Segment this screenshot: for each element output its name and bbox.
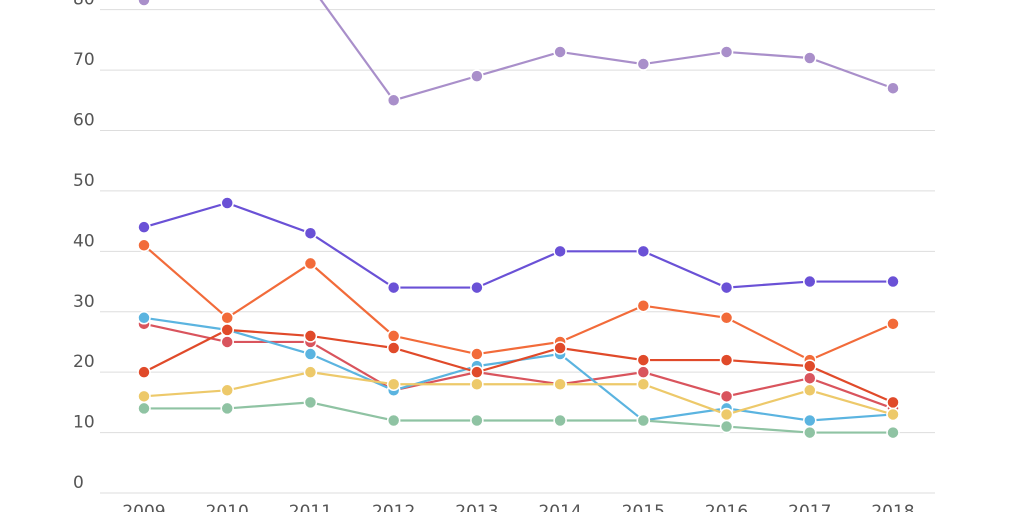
point: [636, 298, 651, 313]
point: [553, 244, 567, 259]
point: [470, 347, 484, 361]
point: [636, 244, 651, 259]
point: [137, 365, 151, 379]
point: [803, 371, 817, 385]
point: [553, 413, 567, 428]
y-tick-label: 30: [73, 292, 95, 312]
x-tick-label: 2017: [788, 502, 831, 512]
point: [719, 353, 734, 367]
series-line: [144, 401, 893, 434]
point: [303, 347, 318, 361]
point: [886, 425, 900, 440]
point: [220, 311, 234, 325]
y-tick-label: 40: [73, 231, 95, 251]
point: [303, 395, 318, 410]
y-tick-label: 10: [73, 413, 95, 433]
point: [636, 377, 651, 391]
point: [636, 353, 651, 367]
point: [636, 365, 651, 379]
point: [386, 341, 401, 355]
x-tick-label: 2010: [206, 502, 249, 512]
point: [137, 220, 151, 234]
series-line: [143, 201, 893, 289]
point: [220, 401, 234, 416]
point: [636, 413, 651, 428]
series-line: [143, 244, 894, 362]
point: [803, 51, 817, 65]
point: [553, 45, 567, 59]
point: [220, 335, 234, 349]
point: [719, 311, 734, 325]
point: [137, 389, 151, 404]
point: [719, 419, 734, 434]
point: [553, 377, 567, 391]
x-tick-label: 2012: [372, 502, 415, 512]
point: [719, 389, 734, 404]
series-line: [143, 316, 894, 422]
point: [470, 69, 484, 83]
point: [386, 329, 401, 343]
y-tick-label: 70: [73, 50, 95, 70]
series-line: [144, 0, 894, 102]
point: [386, 93, 401, 108]
x-tick-label: 2009: [122, 502, 165, 512]
point: [553, 341, 567, 355]
point: [137, 401, 151, 416]
series-line: [143, 322, 894, 410]
point: [636, 57, 651, 71]
x-tick-label: 2016: [705, 502, 748, 512]
point: [803, 425, 817, 440]
x-tick-label: 2018: [871, 502, 914, 512]
point: [470, 377, 484, 391]
point: [470, 280, 484, 295]
point: [470, 413, 484, 428]
point: [137, 0, 151, 7]
point: [220, 383, 234, 398]
point: [886, 395, 900, 410]
point: [137, 311, 151, 325]
y-tick-label: 20: [73, 352, 95, 372]
point: [886, 81, 900, 95]
point: [803, 274, 817, 289]
point: [886, 274, 900, 289]
series-line: [143, 328, 894, 404]
point: [803, 359, 817, 373]
x-tick-label: 2013: [455, 502, 498, 512]
point: [303, 256, 318, 271]
x-tick-label: 2011: [289, 502, 332, 512]
point: [386, 280, 401, 295]
point: [386, 413, 401, 428]
point: [303, 329, 318, 343]
point: [303, 365, 318, 379]
y-tick-label: 0: [73, 473, 84, 493]
y-tick-label: 60: [73, 111, 95, 131]
x-tick-label: 2014: [538, 502, 581, 512]
point: [719, 45, 734, 59]
point: [220, 323, 234, 337]
point: [803, 413, 817, 428]
point: [719, 407, 734, 422]
point: [303, 226, 318, 240]
point: [803, 383, 817, 398]
point: [886, 407, 900, 422]
point: [220, 196, 234, 210]
point: [719, 280, 734, 295]
y-tick-label: 80: [73, 0, 95, 10]
y-tick-label: 50: [73, 171, 95, 191]
point: [886, 317, 900, 331]
point: [137, 238, 151, 253]
x-tick-label: 2015: [622, 502, 665, 512]
point: [386, 377, 401, 391]
point: [470, 365, 484, 379]
series-line: [143, 371, 894, 416]
